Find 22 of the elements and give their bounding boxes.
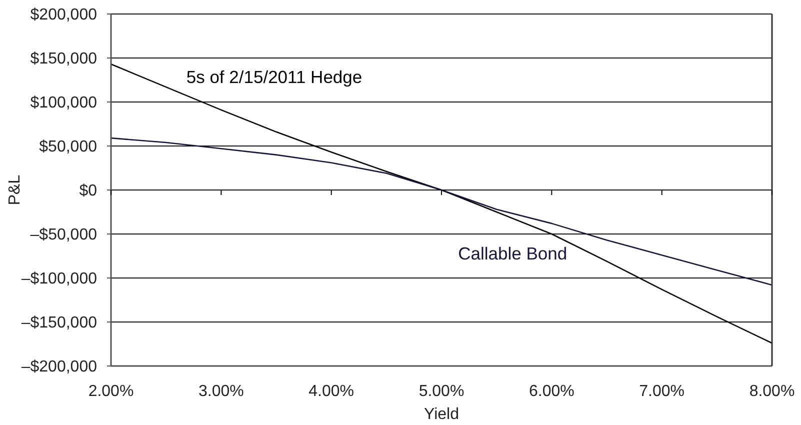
- line-series: [111, 64, 772, 344]
- y-tick-label: $100,000: [30, 94, 98, 112]
- y-tick-label: –$200,000: [21, 358, 98, 376]
- series-label: 5s of 2/15/2011 Hedge: [186, 66, 362, 87]
- y-tick-label: $150,000: [30, 50, 98, 68]
- line-series: [111, 137, 772, 286]
- y-tick-label: –$100,000: [21, 270, 98, 288]
- x-tick-label: 8.00%: [749, 383, 795, 400]
- x-tick-label: 4.00%: [308, 383, 354, 400]
- y-tick-label: –$150,000: [21, 314, 98, 332]
- y-tick-label: $0: [79, 182, 98, 200]
- x-tick-label: 2.00%: [88, 383, 134, 400]
- series-label: Callable Bond: [458, 243, 568, 264]
- y-tick-label: –$50,000: [30, 226, 98, 244]
- x-tick-label: 3.00%: [198, 383, 244, 400]
- y-tick-label: $200,000: [30, 6, 98, 24]
- y-axis-title: P&L: [6, 174, 24, 206]
- x-tick-label: 7.00%: [639, 383, 685, 400]
- y-tick-label: $50,000: [39, 138, 98, 156]
- x-tick-label: 5.00%: [418, 383, 464, 400]
- x-tick-label: 6.00%: [528, 383, 574, 400]
- x-axis-title: Yield: [424, 406, 459, 423]
